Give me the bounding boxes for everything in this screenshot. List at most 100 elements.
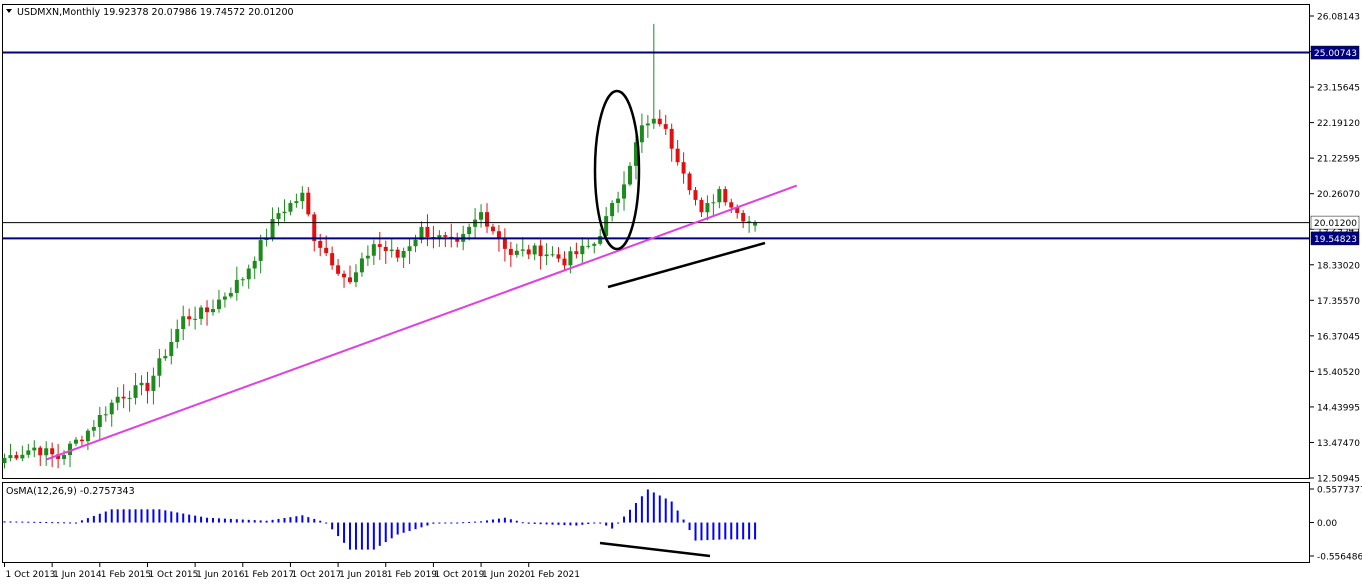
candle-body xyxy=(413,239,418,247)
price-tick-label: 18.33020 xyxy=(1317,261,1360,271)
candle-body xyxy=(222,296,227,300)
candle xyxy=(455,232,460,248)
candle xyxy=(592,242,597,254)
osma-bar xyxy=(235,519,238,523)
candle xyxy=(550,246,555,257)
osma-bar xyxy=(706,522,709,541)
price-tag-bg xyxy=(1310,231,1360,246)
osma-bar xyxy=(474,521,477,523)
support-price-tag: 19.54823 xyxy=(1310,231,1360,246)
candle xyxy=(622,171,627,211)
candle xyxy=(50,442,55,468)
osma-divergence-annotation-line[interactable] xyxy=(599,541,711,558)
osma-bar xyxy=(331,522,334,530)
higher-low-annotation-line[interactable] xyxy=(607,241,766,289)
candle-body xyxy=(598,235,603,244)
osma-bar xyxy=(503,517,506,523)
candle-body xyxy=(616,198,621,203)
osma-bar xyxy=(742,522,745,540)
osma-bar xyxy=(450,522,453,524)
candle xyxy=(121,384,126,409)
osma-bar xyxy=(360,522,363,550)
candle xyxy=(228,287,233,299)
osma-bar xyxy=(664,498,667,523)
candle-body xyxy=(300,192,305,202)
price-tick-label: 22.19120 xyxy=(1317,119,1360,129)
candle xyxy=(479,204,484,228)
price-tag-bg xyxy=(1310,45,1360,60)
osma-bar xyxy=(164,510,167,523)
candle xyxy=(68,441,73,468)
candle-body xyxy=(175,329,180,342)
candle xyxy=(103,406,108,422)
osma-bar xyxy=(271,519,274,523)
osma-bar xyxy=(605,522,608,526)
osma-bar xyxy=(104,511,107,523)
osma-bar xyxy=(670,501,673,523)
time-tick-label: 1 Oct 2017 xyxy=(291,570,341,580)
candlestick-series xyxy=(2,23,758,469)
candle xyxy=(175,319,180,349)
osma-bar xyxy=(480,521,483,523)
candle xyxy=(639,113,644,153)
candle-body xyxy=(276,213,281,220)
price-axis[interactable]: 26.0814324.1509523.1564522.1912021.22595… xyxy=(1310,13,1360,485)
candle xyxy=(300,186,305,209)
osma-bar xyxy=(569,522,572,526)
osma-bar xyxy=(557,522,560,525)
candle-body xyxy=(336,265,341,274)
candle xyxy=(431,225,436,249)
candle-body xyxy=(228,292,233,297)
osma-bar xyxy=(247,519,250,523)
candle xyxy=(187,308,192,327)
candle xyxy=(681,152,686,184)
osma-bar xyxy=(33,521,36,523)
candle xyxy=(97,406,102,440)
candle-body xyxy=(318,240,323,248)
osma-bar xyxy=(116,509,119,523)
ascending-trendline[interactable] xyxy=(45,184,798,461)
candle-body xyxy=(508,248,513,255)
candle xyxy=(336,258,341,276)
symbol-info-label: USDMXN,Monthly 19.92378 20.07986 19.7457… xyxy=(17,7,294,18)
candle-body xyxy=(342,273,347,278)
candle-body xyxy=(723,189,728,203)
candle xyxy=(258,234,263,274)
osma-bar xyxy=(74,522,77,524)
osma-bar xyxy=(158,509,161,523)
osma-bar xyxy=(170,511,173,523)
price-tag-label: 25.00743 xyxy=(1314,49,1357,59)
candle-body xyxy=(544,254,549,257)
candle-body xyxy=(44,448,49,456)
symbol-dropdown-icon[interactable] xyxy=(6,9,12,13)
candle-body xyxy=(133,385,138,398)
candle-body xyxy=(687,173,692,191)
candle xyxy=(348,265,353,285)
osma-bar xyxy=(390,522,393,539)
osma-bar xyxy=(432,522,435,524)
candle xyxy=(222,292,227,308)
candle xyxy=(205,300,210,326)
candle xyxy=(508,241,513,267)
osma-bar xyxy=(628,509,631,523)
candle-body xyxy=(187,316,192,320)
candle-body xyxy=(145,382,150,391)
time-tick-label: 1 Oct 2015 xyxy=(148,570,198,580)
candle xyxy=(669,123,674,162)
osma-bar xyxy=(533,522,536,524)
osma-bar xyxy=(486,520,489,523)
osma-bar xyxy=(617,522,620,524)
osma-bar xyxy=(426,522,429,526)
osma-bar xyxy=(730,522,733,540)
candle-body xyxy=(467,226,472,235)
osma-bar xyxy=(146,509,149,523)
candle xyxy=(79,435,84,447)
breakout-ellipse-annotation[interactable] xyxy=(593,89,641,251)
candle-body xyxy=(532,245,537,255)
osma-bar xyxy=(86,518,89,523)
candle xyxy=(693,186,698,206)
candle xyxy=(26,443,31,458)
candle-body xyxy=(288,203,293,212)
